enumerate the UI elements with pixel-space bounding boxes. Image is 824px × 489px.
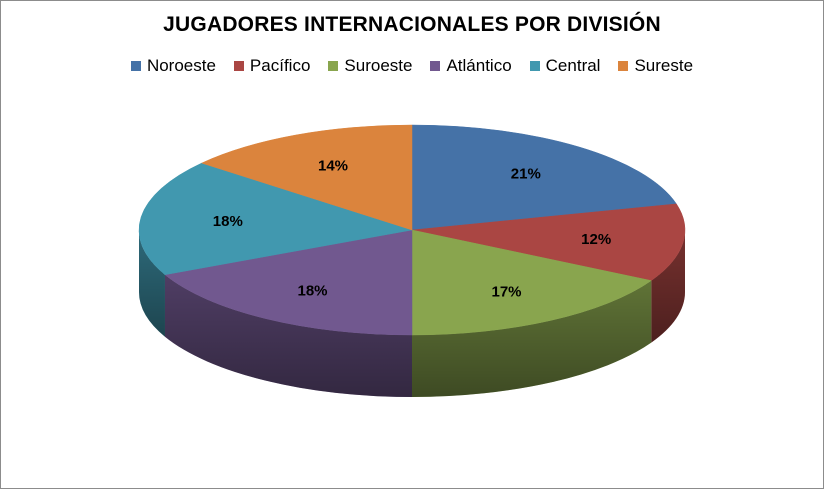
- pie-slices: [138, 124, 686, 336]
- pie-data-labels: 21% 12% 17% 18% 18% 14%: [213, 157, 611, 300]
- legend-swatch-pacifico: [233, 61, 244, 71]
- pie-slice-suroeste: [411, 229, 652, 336]
- pie-side-atlantico: [164, 274, 412, 397]
- legend-label-central: Central: [545, 56, 601, 75]
- legend: Noroeste Pacífico Suroeste Atlántico Cen…: [1, 56, 823, 76]
- legend-swatch-atlantico: [430, 61, 441, 71]
- pie-3d-sides: [139, 230, 685, 397]
- legend-label-noroeste: Noroeste: [146, 56, 216, 75]
- pie-slice-central: [138, 162, 413, 275]
- legend-label-suroeste: Suroeste: [344, 56, 413, 75]
- pie-side-suroeste: [412, 280, 652, 397]
- legend-item-atlantico: Atlántico: [430, 56, 512, 76]
- pie-side-shade-central: [139, 230, 165, 337]
- legend-swatch-suroeste: [328, 61, 339, 71]
- legend-swatch-sureste: [618, 61, 629, 71]
- legend-label-atlantico: Atlántico: [446, 56, 512, 75]
- pie-slice-sureste: [200, 124, 413, 231]
- pie-side-shade-suroeste: [412, 280, 652, 397]
- chart-title: JUGADORES INTERNACIONALES POR DIVISIÓN: [163, 13, 661, 36]
- legend-item-suroeste: Suroeste: [328, 56, 412, 76]
- pie-side-pacifico: [651, 230, 685, 343]
- legend-swatch-central: [529, 61, 540, 71]
- pie-slice-noroeste: [411, 124, 677, 231]
- pie-label-sureste: 14%: [318, 157, 348, 174]
- pie-label-atlantico: 18%: [297, 282, 327, 299]
- legend-item-sureste: Sureste: [618, 56, 693, 76]
- pie-side-shade-pacifico: [651, 230, 685, 343]
- pie-label-suroeste: 17%: [491, 284, 521, 301]
- legend-item-pacifico: Pacífico: [233, 56, 311, 76]
- legend-item-central: Central: [529, 56, 601, 76]
- pie-label-noroeste: 21%: [511, 166, 541, 183]
- pie-label-pacifico: 12%: [581, 231, 611, 248]
- pie-label-central: 18%: [213, 213, 243, 230]
- pie-side-central: [139, 230, 165, 337]
- pie-slice-atlantico: [164, 229, 413, 336]
- pie-side-shade-atlantico: [164, 274, 412, 397]
- legend-swatch-noroeste: [130, 61, 141, 71]
- pie-slice-pacifico: [411, 203, 686, 281]
- legend-label-sureste: Sureste: [634, 56, 694, 75]
- legend-item-noroeste: Noroeste: [130, 56, 216, 76]
- legend-label-pacifico: Pacífico: [249, 56, 311, 75]
